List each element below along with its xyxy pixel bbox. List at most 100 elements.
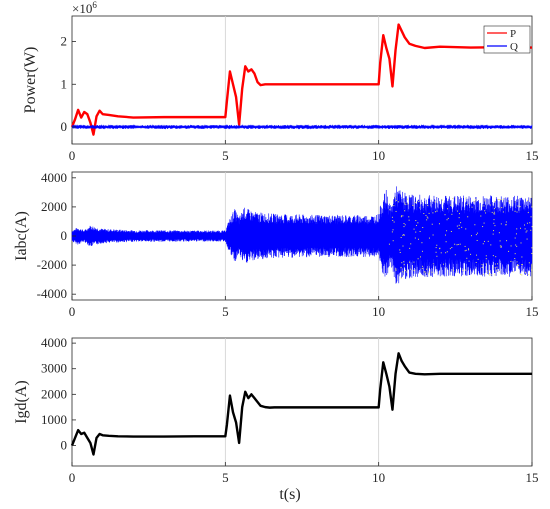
speckle (465, 269, 467, 271)
speckle (392, 219, 394, 221)
speckle (436, 255, 438, 257)
speckle (481, 264, 483, 266)
y-tick-label: 4000 (41, 335, 67, 350)
speckle (465, 197, 467, 199)
speckle (403, 226, 405, 228)
speckle (493, 219, 495, 221)
x-tick-label: 5 (222, 148, 229, 163)
speckle (402, 234, 404, 236)
speckle (474, 224, 476, 226)
y-tick-label: 1 (61, 76, 68, 91)
speckle (484, 210, 486, 212)
speckle (491, 211, 493, 213)
speckle (496, 266, 498, 268)
speckle (454, 243, 456, 245)
speckle (458, 224, 460, 226)
speckle (495, 256, 497, 258)
speckle (456, 225, 458, 227)
speckle (457, 243, 459, 245)
speckle (464, 245, 466, 247)
speckle (426, 219, 428, 221)
speckle (424, 271, 426, 273)
speckle (408, 219, 410, 221)
speckle (496, 263, 498, 265)
speckle (400, 267, 402, 269)
speckle (457, 210, 459, 212)
speckle (400, 237, 402, 239)
speckle (474, 200, 476, 202)
speckle (487, 240, 489, 242)
speckle (485, 263, 487, 265)
speckle (493, 208, 495, 210)
speckle (421, 250, 423, 252)
x-tick-label: 10 (372, 470, 385, 485)
speckle (483, 240, 485, 242)
speckle (447, 217, 449, 219)
speckle (505, 224, 507, 226)
speckle (494, 274, 496, 276)
y-tick-label: 0 (61, 119, 68, 134)
plot-frame (71, 337, 533, 467)
speckle (489, 204, 491, 206)
speckle (466, 257, 468, 259)
speckle (392, 229, 394, 231)
speckle (397, 201, 399, 203)
speckle (512, 271, 514, 273)
speckle (414, 237, 416, 239)
speckle (529, 198, 531, 200)
speckle (405, 204, 407, 206)
speckle (519, 206, 521, 208)
speckle (456, 244, 458, 246)
speckle (399, 251, 401, 253)
speckle (524, 228, 526, 230)
speckle (531, 252, 533, 254)
y-axis-label: Iabc(A) (13, 211, 30, 261)
y-tick-label: 1000 (41, 412, 67, 427)
legend-label-p: P (510, 28, 516, 40)
speckle (500, 199, 502, 201)
speckle (461, 226, 463, 228)
speckle (394, 197, 396, 199)
speckle (407, 198, 409, 200)
speckle (421, 242, 423, 244)
speckle (485, 212, 487, 214)
speckle (401, 262, 403, 264)
speckle (458, 217, 460, 219)
speckle (514, 253, 516, 255)
speckle (452, 197, 454, 199)
y-axis-label: Igd(A) (13, 380, 30, 424)
speckle (459, 243, 461, 245)
y-tick-label: -4000 (37, 286, 67, 301)
speckle (494, 200, 496, 202)
plot-frame (71, 15, 533, 145)
speckle (445, 241, 447, 243)
speckle (475, 261, 477, 263)
speckle (514, 258, 516, 260)
speckle (465, 249, 467, 251)
speckle (505, 221, 507, 223)
x-tick-label: 10 (372, 304, 385, 319)
speckle (410, 243, 412, 245)
speckle (525, 271, 527, 273)
speckle (496, 269, 498, 271)
speckle (449, 248, 451, 250)
speckle (485, 258, 487, 260)
speckle (521, 263, 523, 265)
speckle (520, 242, 522, 244)
speckle (415, 231, 417, 233)
speckle (530, 216, 532, 218)
speckle (490, 244, 492, 246)
series-line-q (71, 124, 533, 130)
speckle (418, 200, 420, 202)
x-tick-label: 15 (526, 148, 539, 163)
speckle (415, 220, 417, 222)
speckle (428, 237, 430, 239)
speckle (516, 228, 518, 230)
speckle (388, 243, 390, 245)
speckle (497, 199, 499, 201)
speckle (526, 238, 528, 240)
speckle (395, 269, 397, 271)
speckle (500, 223, 502, 225)
speckle (425, 272, 427, 274)
speckle (493, 213, 495, 215)
